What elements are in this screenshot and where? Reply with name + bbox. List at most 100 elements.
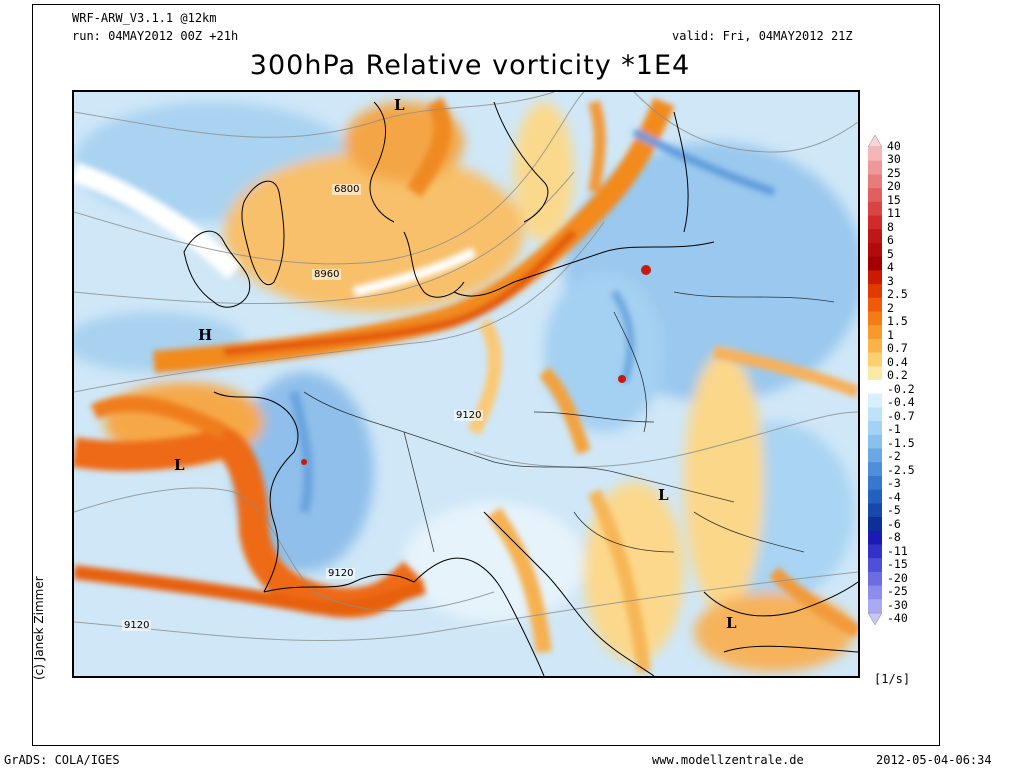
colorbar-swatch [868, 585, 882, 600]
colorbar-swatch [868, 229, 882, 244]
colorbar-tick-label: -15 [887, 557, 908, 572]
colorbar-swatch [868, 188, 882, 203]
colorbar-swatch [868, 393, 882, 408]
run-label: run: 04MAY2012 00Z +21h [72, 29, 239, 43]
colorbar-tick-label: -3 [887, 476, 901, 491]
colorbar-swatch [868, 256, 882, 271]
colorbar [868, 135, 882, 625]
colorbar-tick-label: -0.4 [887, 395, 915, 410]
colorbar-swatch [868, 338, 882, 354]
colorbar-swatch [868, 517, 882, 532]
colorbar-tick-label: 2.5 [887, 287, 908, 302]
vorticity-max-spot [618, 375, 626, 383]
colorbar-tick-label: -0.7 [887, 408, 915, 423]
colorbar-tick-label: -0.2 [887, 381, 915, 396]
colorbar-tick-label: 6 [887, 233, 894, 248]
colorbar-tick-label: -8 [887, 530, 901, 545]
colorbar-tick-label: -4 [887, 489, 901, 504]
colorbar-tick-label: 8 [887, 219, 894, 234]
colorbar-swatch [868, 599, 882, 614]
low-pressure-mark: L [394, 96, 405, 114]
colorbar-swatch [868, 366, 882, 381]
footer-website: www.modellzentrale.de [652, 753, 804, 767]
colorbar-swatch [868, 242, 882, 258]
colorbar-swatch [868, 544, 882, 559]
map-title: 300hPa Relative vorticity *1E4 [249, 50, 691, 81]
colorbar-tick-label: 25 [887, 165, 901, 180]
colorbar-swatch [868, 475, 882, 491]
colorbar-swatch [868, 503, 882, 518]
footer-grads: GrADS: COLA/IGES [4, 753, 120, 767]
colorbar-swatch [868, 174, 882, 189]
colorbar-swatch [868, 284, 882, 299]
contour-label: 9120 [326, 568, 356, 579]
colorbar-tick-label: 0.7 [887, 341, 908, 356]
model-label: WRF-ARW_V3.1.1 @12km [72, 11, 217, 25]
colorbar-swatch [868, 462, 882, 477]
low-pressure-mark: L [658, 486, 669, 504]
colorbar-tick-label: 0.2 [887, 368, 908, 383]
coastlines [183, 101, 858, 676]
colorbar-cap-top [868, 135, 882, 148]
colorbar-tick-label: -5 [887, 503, 901, 518]
contour-label: 8960 [312, 269, 342, 280]
colorbar-tick-label: 15 [887, 192, 901, 207]
colorbar-tick-label: -1 [887, 422, 901, 437]
colorbar-swatch [868, 421, 882, 436]
colorbar-tick-label: 20 [887, 179, 901, 194]
colorbar-swatch [868, 448, 882, 463]
colorbar-tick-label: 2 [887, 300, 894, 315]
vorticity-bands [74, 97, 858, 673]
country-borders [303, 291, 835, 553]
colorbar-swatch [868, 380, 882, 395]
colorbar-swatch [868, 160, 882, 175]
colorbar-tick-label: 30 [887, 152, 901, 167]
colorbar-swatch [868, 201, 882, 217]
height-contours [74, 92, 858, 642]
plot-frame [32, 4, 940, 746]
colorbar-swatch [868, 407, 882, 422]
low-pressure-mark: L [174, 456, 185, 474]
low-pressure-mark: L [726, 614, 737, 632]
map-field [74, 92, 858, 676]
colorbar-swatch [868, 311, 882, 326]
colorbar-swatch [868, 434, 882, 450]
colorbar-swatch [868, 489, 882, 504]
colorbar-cap-bottom [868, 612, 882, 625]
valid-label: valid: Fri, 04MAY2012 21Z [672, 29, 853, 43]
colorbar-swatch [868, 270, 882, 285]
colorbar-swatch [868, 571, 882, 587]
colorbar-tick-label: 1 [887, 327, 894, 342]
colorbar-tick-label: -1.5 [887, 435, 915, 450]
colorbar-tick-label: -2 [887, 449, 901, 464]
vorticity-shading [74, 102, 858, 672]
colorbar-tick-label: 1.5 [887, 314, 908, 329]
colorbar-swatch [868, 147, 882, 162]
footer-timestamp: 2012-05-04-06:34 [876, 753, 992, 767]
colorbar-tick-label: 3 [887, 273, 894, 288]
vorticity-max-spot [641, 265, 651, 275]
colorbar-tick-label: -30 [887, 597, 908, 612]
colorbar-swatch [868, 352, 882, 367]
vorticity-max-spot [301, 459, 307, 465]
vorticity-map: 6800 8960 9120 9120 9120 L H L L L [72, 90, 860, 678]
colorbar-swatch [868, 530, 882, 545]
colorbar-tick-label: -11 [887, 543, 908, 558]
colorbar-tick-label: -40 [887, 611, 908, 625]
contour-label: 9120 [454, 410, 484, 421]
colorbar-tick-label: 0.4 [887, 354, 908, 369]
colorbar-tick-label: -25 [887, 584, 908, 599]
colorbar-swatch [868, 297, 882, 312]
copyright-credit: (c) Janek Zimmer [32, 576, 46, 680]
colorbar-tick-label: 5 [887, 246, 894, 261]
colorbar-tick-label: -6 [887, 516, 901, 531]
colorbar-swatch [868, 325, 882, 340]
colorbar-tick-label: -20 [887, 570, 908, 585]
contour-label: 9120 [122, 620, 152, 631]
units-label: [1/s] [874, 672, 911, 686]
colorbar-tick-label: 11 [887, 206, 901, 221]
colorbar-tick-label: 4 [887, 260, 894, 275]
colorbar-tick-label: -2.5 [887, 462, 915, 477]
contour-label: 6800 [332, 184, 362, 195]
colorbar-swatch [868, 558, 882, 573]
